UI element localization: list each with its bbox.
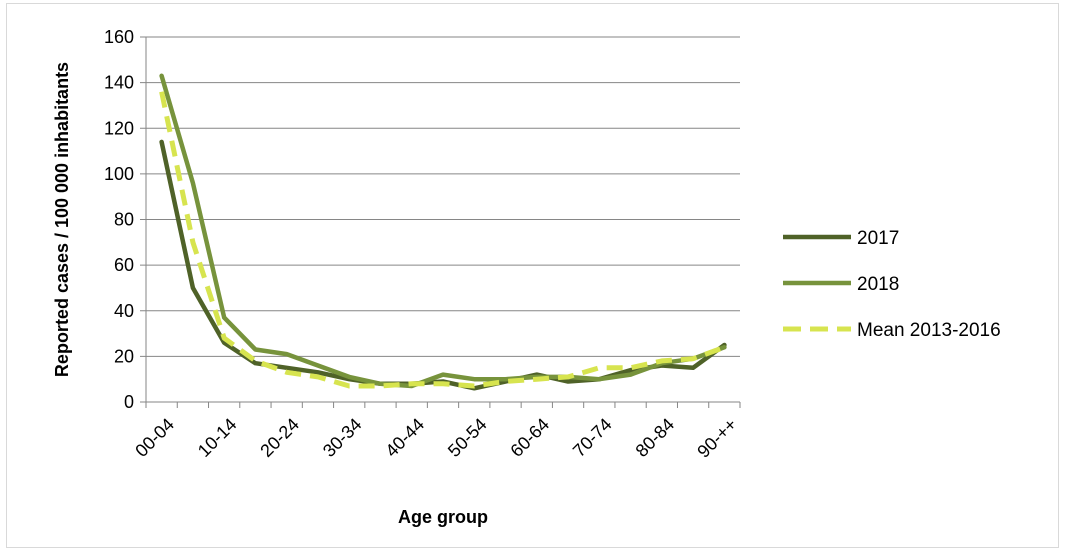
y-tick-label: 160 <box>104 27 134 47</box>
y-tick-label: 140 <box>104 73 134 93</box>
y-axis-title: Reported cases / 100 000 inhabitants <box>52 62 72 377</box>
legend-label: 2018 <box>857 274 899 295</box>
series-line-2018 <box>159 73 727 389</box>
y-tick-label: 40 <box>114 301 134 321</box>
x-tick-label: 40-44 <box>381 414 428 461</box>
legend-label: 2017 <box>857 228 899 249</box>
y-axis-ticks: 0 20 40 60 80 100 120 140 160 <box>104 27 134 412</box>
x-axis: 00-04 10-14 20-24 30-34 40-44 50-54 60-64 70-74… <box>131 37 741 462</box>
y-tick-label: 0 <box>124 392 134 412</box>
x-tick-label: 00-04 <box>131 414 178 461</box>
x-tick-label: 20-24 <box>256 414 303 461</box>
x-tick-label: 50-54 <box>444 414 491 461</box>
x-tick-label: 70-74 <box>569 414 616 461</box>
series-lines <box>159 73 727 391</box>
y-tick-label: 20 <box>114 346 134 366</box>
x-tick-label: 30-34 <box>319 414 366 461</box>
x-tick-label: 60-64 <box>506 414 553 461</box>
x-tick-label: 80-84 <box>632 414 679 461</box>
y-tick-label: 80 <box>114 210 134 230</box>
y-tick-label: 120 <box>104 118 134 138</box>
legend-label: Mean 2013-2016 <box>857 320 1001 341</box>
x-axis-title: Age group <box>398 507 488 527</box>
chart-frame <box>6 3 1059 548</box>
x-tick-label: 10-14 <box>194 414 241 461</box>
x-tick-label: 90-++ <box>693 414 740 461</box>
series-line-mean-2013-2016 <box>159 91 726 389</box>
y-tick-label: 60 <box>114 255 134 275</box>
legend: 2017 2018 Mean 2013-2016 <box>783 228 1001 341</box>
y-tick-label: 100 <box>104 164 134 184</box>
